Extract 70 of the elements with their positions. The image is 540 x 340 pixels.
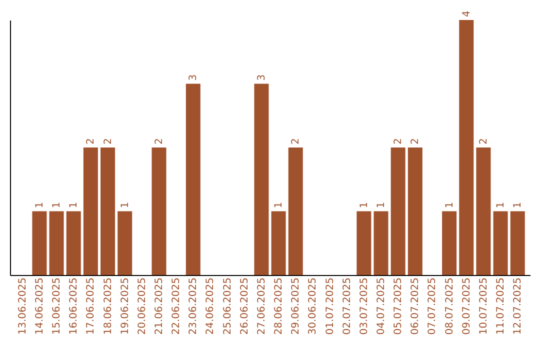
data-label: 2 — [154, 138, 165, 144]
data-label: 4 — [461, 10, 472, 17]
x-tick-label: 15.06.2025 — [52, 278, 63, 335]
x-tick-label: 30.06.2025 — [308, 278, 319, 335]
x-tick-label: 22.06.2025 — [171, 278, 182, 335]
data-label: 3 — [256, 74, 268, 81]
x-tick-label: 18.06.2025 — [102, 278, 114, 335]
bar — [66, 211, 81, 275]
bar — [493, 211, 508, 275]
data-label: 1 — [376, 202, 387, 208]
data-label: 1 — [358, 202, 370, 208]
bar — [32, 211, 47, 275]
bar — [459, 20, 474, 275]
x-tick-label: 11.07.2025 — [496, 278, 507, 335]
data-label: 2 — [102, 138, 114, 144]
data-label: 2 — [410, 138, 422, 144]
x-tick-label: 03.07.2025 — [358, 278, 370, 335]
x-tick-label: 28.06.2025 — [274, 278, 285, 335]
x-tick-label: 13.06.2025 — [17, 278, 28, 335]
x-tick-label: 07.07.2025 — [427, 278, 438, 335]
x-tick-label: 23.06.2025 — [188, 278, 200, 335]
data-label: 1 — [68, 202, 80, 208]
bar — [271, 211, 286, 275]
x-tick-label: 27.06.2025 — [256, 278, 268, 335]
x-tick-label: 08.07.2025 — [444, 278, 456, 335]
data-label: 1 — [34, 202, 46, 208]
x-tick-label: 05.07.2025 — [393, 278, 404, 335]
bar — [374, 211, 388, 275]
x-tick-label: 02.07.2025 — [342, 278, 353, 335]
x-tick-label: 10.07.2025 — [478, 278, 490, 335]
x-tick-label: 06.07.2025 — [410, 278, 422, 335]
x-tick-label: 19.06.2025 — [120, 278, 131, 335]
bar — [118, 211, 132, 275]
data-label: 2 — [478, 138, 490, 144]
x-tick-label: 25.06.2025 — [222, 278, 234, 335]
x-tick-label: 29.06.2025 — [290, 278, 302, 335]
data-label: 1 — [512, 202, 524, 208]
data-label: 2 — [290, 138, 302, 144]
x-tick-label: 01.07.2025 — [324, 278, 336, 335]
x-tick-label: 26.06.2025 — [239, 278, 250, 335]
x-tick-label: 16.06.2025 — [68, 278, 80, 335]
data-label: 1 — [274, 202, 285, 208]
bar — [390, 148, 406, 275]
bar — [356, 211, 372, 275]
bar — [254, 84, 269, 275]
bar — [152, 148, 166, 275]
bar — [476, 148, 491, 275]
data-label: 2 — [86, 138, 97, 144]
bar — [100, 148, 116, 275]
bar — [186, 84, 200, 275]
bar — [510, 211, 525, 275]
x-tick-label: 14.06.2025 — [34, 278, 46, 335]
x-tick-label: 24.06.2025 — [205, 278, 216, 335]
bar — [288, 148, 303, 275]
data-label: 1 — [120, 202, 131, 208]
x-tick-label: 17.06.2025 — [86, 278, 97, 335]
x-tick-label: 20.06.2025 — [136, 278, 148, 335]
bar — [408, 148, 422, 275]
bar — [442, 211, 457, 275]
data-label: 3 — [188, 74, 200, 81]
data-label: 2 — [393, 138, 404, 144]
data-label: 1 — [52, 202, 63, 208]
x-tick-label: 09.07.2025 — [461, 278, 472, 335]
bar — [49, 211, 64, 275]
x-tick-label: 21.06.2025 — [154, 278, 165, 335]
x-tick-label: 12.07.2025 — [512, 278, 524, 335]
data-label: 1 — [496, 202, 507, 208]
x-tick-label: 04.07.2025 — [376, 278, 387, 335]
data-label: 1 — [444, 202, 456, 208]
bar — [83, 148, 98, 275]
